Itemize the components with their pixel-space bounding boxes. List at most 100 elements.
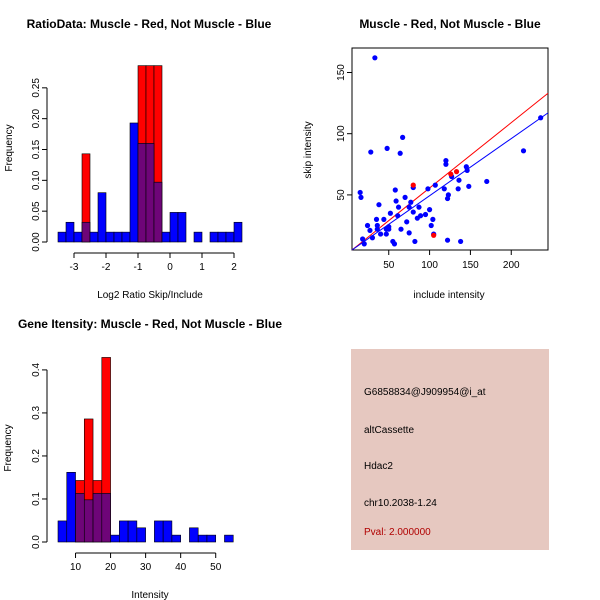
scatter-point-muscle [448,171,454,177]
gene-intensity-bar-not-muscle [119,520,129,543]
ratio-histogram-y-tick-label: 0.05 [31,201,42,221]
scatter-y-tick-label: 100 [336,125,347,142]
scatter-y-tick-label: 50 [336,189,347,201]
ratio-histogram-bar-not-muscle [217,231,227,243]
scatter-point-not-muscle [393,198,399,204]
scatter-point-not-muscle [410,209,416,215]
gene-intensity-y-tick-label: 0.4 [31,363,42,377]
ratio-histogram-x-tick-label: -1 [134,262,143,273]
gene-name: Hdac2 [364,461,393,472]
probe-id: G6858834@J909954@i_at [364,387,486,398]
ratio-histogram-bar-not-muscle [65,221,75,243]
gene-intensity-bar-not-muscle [189,527,199,543]
scatter-point-not-muscle [426,207,433,213]
scatter-point-not-muscle [400,134,406,140]
scatter-point-not-muscle [484,178,490,185]
scatter-point-not-muscle [376,202,382,208]
ratio-histogram-x-tick-label: -2 [102,262,111,273]
gene-intensity-bar-not-muscle [110,534,120,543]
info-panel: G6858834@J909954@i_at altCassette Hdac2 … [351,349,549,550]
scatter-point-not-muscle [455,186,461,192]
scatter-point-not-muscle [406,230,412,236]
gene-intensity-y-tick-label: 0.0 [31,535,42,549]
scatter-ylabel: skip intensity [303,121,314,178]
ratio-histogram-x-tick-label: -3 [70,262,79,273]
gene-intensity-y-tick-label: 0.3 [31,406,42,420]
gene-intensity-y-tick-label: 0.1 [31,492,42,506]
scatter-point-not-muscle [392,187,398,193]
ratio-histogram-x-tick-label: 1 [199,262,205,273]
gene-intensity-bar-not-muscle [127,520,138,543]
scatter-point-not-muscle [374,222,380,229]
scatter-point-not-muscle [368,149,374,155]
ratio-histogram-bar-not-muscle [137,143,147,243]
ratio-histogram-bar-not-muscle [121,231,131,243]
ratio-histogram-bar-not-muscle [225,231,235,243]
scatter-point-not-muscle [374,226,380,232]
scatter-point-not-muscle [373,216,380,222]
scatter-point-not-muscle [418,213,424,219]
ratio-histogram-title: RatioData: Muscle - Red, Not Muscle - Bl… [27,17,272,31]
scatter-point-not-muscle [432,182,438,188]
scatter-x-tick-label: 200 [503,260,520,271]
ratio-histogram-bar-not-muscle [113,231,123,243]
ratio-histogram-x-tick-label: 0 [167,262,173,273]
scatter-point-not-muscle [456,177,462,183]
ratio-histogram-bar-not-muscle [57,231,67,243]
scatter-point-not-muscle [364,222,371,229]
ratio-histogram-ylabel: Frequency [4,124,15,171]
scatter-point-not-muscle [387,210,393,216]
scatter-point-not-muscle [391,241,398,247]
scatter-point-muscle [453,169,460,175]
scatter-point-not-muscle [383,231,389,237]
scatter-point-not-muscle [464,167,470,174]
scatter-point-not-muscle [443,161,449,167]
gene-intensity-bar-not-muscle [92,493,103,543]
scatter-point-not-muscle [428,222,434,229]
scatter-fit-line-blue [351,112,549,251]
scatter-point-not-muscle [444,237,451,243]
scatter-point-not-muscle [395,213,401,219]
ratio-histogram-xlabel: Log2 Ratio Skip/Include [97,290,203,301]
intensity-scatter-panel: Muscle - Red, Not Muscle - Blue include … [303,17,549,301]
scatter-point-not-muscle [408,199,414,205]
scatter-point-not-muscle [425,186,431,192]
gene-intensity-x-tick-label: 50 [210,562,222,573]
scatter-x-tick-label: 100 [421,260,438,271]
scatter-point-not-muscle [422,211,429,218]
scatter-point-not-muscle [416,204,422,210]
scatter-point-not-muscle [361,241,367,247]
ratio-histogram-panel: RatioData: Muscle - Red, Not Muscle - Bl… [4,17,272,301]
scatter-title: Muscle - Red, Not Muscle - Blue [359,17,541,31]
scatter-point-not-muscle [458,238,464,245]
gene-intensity-title: Gene Itensity: Muscle - Red, Not Muscle … [18,317,282,331]
ratio-histogram-bar-not-muscle [193,231,203,243]
scatter-point-not-muscle [369,235,376,241]
scatter-point-not-muscle [443,158,449,164]
scatter-point-not-muscle [372,55,378,61]
ratio-histogram-bar-not-muscle [129,122,139,243]
chromosome-location: chr10.2038-1.24 [364,498,437,509]
scatter-y-tick-label: 150 [336,64,347,81]
ratio-histogram-bar-not-muscle [73,231,83,243]
scatter-point-not-muscle [377,231,384,237]
scatter-point-not-muscle [520,148,527,154]
ratio-histogram-bar-not-muscle [145,143,155,243]
scatter-point-not-muscle [357,189,363,196]
gene-intensity-bar-not-muscle [197,534,208,543]
ratio-histogram-bar-not-muscle [169,212,179,243]
gene-intensity-ylabel: Frequency [3,424,14,471]
gene-intensity-bar-not-muscle [75,493,85,543]
gene-intensity-x-tick-label: 30 [140,562,152,573]
pval-text: Pval: 2.000000 [364,527,431,538]
scatter-point-muscle [431,232,437,238]
ratio-histogram-y-tick-label: 0.15 [31,139,42,159]
scatter-point-not-muscle [445,192,451,198]
ratio-histogram-y-tick-label: 0.20 [31,108,42,128]
scatter-point-not-muscle [441,186,447,192]
scatter-point-not-muscle [398,226,404,232]
ratio-histogram-bar-not-muscle [97,192,107,243]
ratio-histogram-bar-not-muscle [209,231,219,243]
ratio-histogram-y-tick-label: 0.25 [31,78,42,98]
scatter-point-not-muscle [367,227,373,234]
